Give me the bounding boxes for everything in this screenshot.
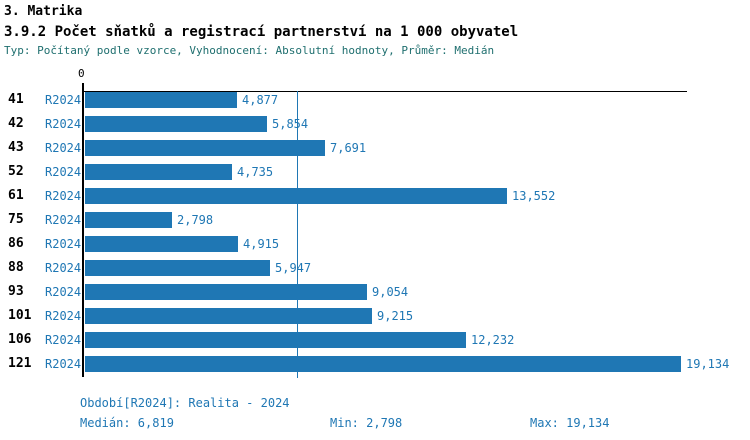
row-period-label: R2024: [45, 309, 82, 323]
row-category-label: 42: [8, 116, 24, 131]
bar: [85, 92, 237, 108]
section-title: 3. Matrika: [4, 4, 83, 19]
bar-value-label: 4,915: [243, 237, 280, 251]
row-period-label: R2024: [45, 165, 82, 179]
footer-median-label: Medián: 6,819: [80, 416, 174, 430]
bar-value-label: 9,054: [372, 285, 409, 299]
row-category-label: 75: [8, 212, 24, 227]
row-period-label: R2024: [45, 141, 82, 155]
bar-value-label: 5,854: [272, 117, 309, 131]
bar: [85, 116, 267, 132]
row-period-label: R2024: [45, 93, 82, 107]
row-category-label: 101: [8, 308, 32, 323]
bar: [85, 188, 507, 204]
bar: [85, 356, 681, 372]
row-period-label: R2024: [45, 333, 82, 347]
row-category-label: 121: [8, 356, 32, 371]
median-line: [297, 91, 298, 378]
row-period-label: R2024: [45, 189, 82, 203]
row-category-label: 88: [8, 260, 24, 275]
chart-subtitle: Typ: Počítaný podle vzorce, Vyhodnocení:…: [4, 44, 495, 57]
bar-value-label: 4,877: [242, 93, 279, 107]
bar-value-label: 4,735: [237, 165, 274, 179]
bar: [85, 308, 372, 324]
bar-value-label: 2,798: [177, 213, 214, 227]
bar-value-label: 7,691: [330, 141, 367, 155]
bar-value-label: 12,232: [471, 333, 515, 347]
bar: [85, 212, 172, 228]
bar-value-label: 9,215: [377, 309, 414, 323]
row-period-label: R2024: [45, 117, 82, 131]
bar: [85, 284, 367, 300]
bar: [85, 140, 325, 156]
bar-value-label: 13,552: [512, 189, 556, 203]
row-period-label: R2024: [45, 261, 82, 275]
axis-zero-label: 0: [78, 67, 85, 80]
row-category-label: 106: [8, 332, 32, 347]
row-category-label: 41: [8, 92, 24, 107]
row-category-label: 52: [8, 164, 24, 179]
bar-value-label: 5,947: [275, 261, 312, 275]
x-axis-line: [83, 91, 687, 92]
row-category-label: 61: [8, 188, 24, 203]
bar: [85, 164, 232, 180]
row-category-label: 86: [8, 236, 24, 251]
y-axis-line: [82, 83, 84, 377]
row-period-label: R2024: [45, 285, 82, 299]
row-period-label: R2024: [45, 357, 82, 371]
footer-min-label: Min: 2,798: [330, 416, 403, 430]
footer-max-label: Max: 19,134: [530, 416, 610, 430]
row-category-label: 43: [8, 140, 24, 155]
footer-period-info: Období[R2024]: Realita - 2024: [80, 396, 290, 410]
bar: [85, 332, 466, 348]
row-period-label: R2024: [45, 213, 82, 227]
row-category-label: 93: [8, 284, 24, 299]
bar: [85, 236, 238, 252]
bar: [85, 260, 270, 276]
chart-title: 3.9.2 Počet sňatků a registrací partners…: [4, 24, 519, 40]
bar-value-label: 19,134: [686, 357, 730, 371]
row-period-label: R2024: [45, 237, 82, 251]
